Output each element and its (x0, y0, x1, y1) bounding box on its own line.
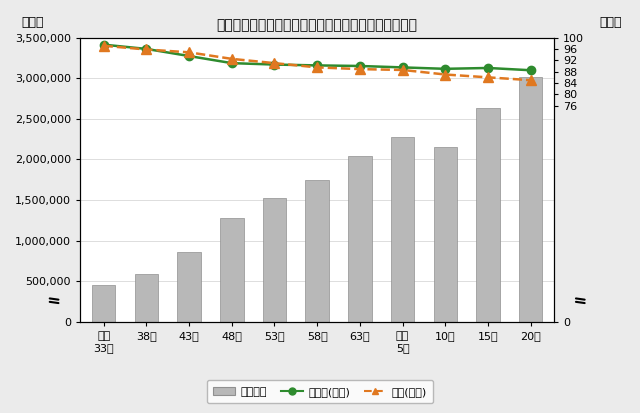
全国(割合) (143, 47, 150, 52)
Title: 総住宅数と住宅総数に対する「居住世帯有り」の割合: 総住宅数と住宅総数に対する「居住世帯有り」の割合 (217, 18, 418, 32)
埼玉県(割合) (356, 64, 364, 69)
埼玉県(割合) (271, 62, 278, 67)
Line: 全国(割合): 全国(割合) (99, 41, 536, 85)
全国(割合) (527, 78, 534, 83)
埼玉県(割合) (484, 66, 492, 71)
全国(割合) (271, 61, 278, 66)
埼玉県(割合) (314, 63, 321, 68)
埼玉県(割合) (100, 42, 108, 47)
全国(割合) (100, 43, 108, 48)
Text: （％）: （％） (600, 16, 622, 29)
Line: 埼玉県(割合): 埼玉県(割合) (99, 40, 535, 74)
埼玉県(割合) (399, 65, 406, 70)
埼玉県(割合) (143, 46, 150, 51)
全国(割合) (314, 65, 321, 70)
全国(割合) (442, 72, 449, 77)
Bar (348, 156, 372, 322)
Bar (391, 137, 414, 322)
全国(割合) (399, 67, 406, 72)
埼玉県(割合) (185, 54, 193, 59)
Text: （戸）: （戸） (22, 16, 44, 29)
全国(割合) (484, 75, 492, 80)
Bar (519, 77, 543, 322)
Bar (305, 180, 329, 322)
Bar (433, 147, 457, 322)
Bar (177, 252, 201, 322)
全国(割合) (356, 66, 364, 71)
Bar (476, 108, 500, 322)
埼玉県(割合) (442, 66, 449, 71)
Bar (263, 197, 286, 322)
Legend: 総住宅数, 埼玉県(割合), 全国(割合): 総住宅数, 埼玉県(割合), 全国(割合) (207, 380, 433, 404)
全国(割合) (228, 57, 236, 62)
Bar (92, 285, 115, 322)
Bar (220, 218, 243, 322)
埼玉県(割合) (527, 68, 534, 73)
埼玉県(割合) (228, 61, 236, 66)
Bar (134, 274, 158, 322)
全国(割合) (185, 50, 193, 55)
